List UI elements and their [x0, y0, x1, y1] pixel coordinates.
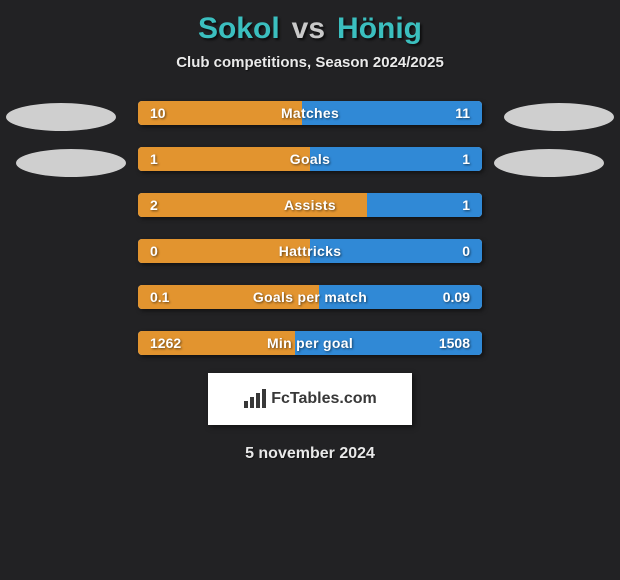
vs-label: vs — [292, 12, 325, 46]
brand-badge: FcTables.com — [208, 373, 412, 425]
player-right-name: Hönig — [337, 12, 422, 46]
player-left-name: Sokol — [198, 12, 280, 46]
decor-ellipse — [16, 149, 126, 177]
subtitle: Club competitions, Season 2024/2025 — [176, 54, 444, 71]
bar-label: Matches — [138, 101, 482, 125]
infographic-container: Sokol vs Hönig Club competitions, Season… — [0, 0, 620, 463]
bar-label: Hattricks — [138, 239, 482, 263]
decor-ellipse — [494, 149, 604, 177]
brand-text: FcTables.com — [271, 390, 377, 408]
stat-bar: 1011Matches — [138, 101, 482, 125]
stat-bar: 00Hattricks — [138, 239, 482, 263]
bar-label: Assists — [138, 193, 482, 217]
decor-ellipse — [6, 103, 116, 131]
stat-zone: 1011Matches 11Goals 21Assists 00Hattricks 0.… — [0, 101, 620, 355]
title-row: Sokol vs Hönig — [198, 12, 422, 46]
bar-label: Goals — [138, 147, 482, 171]
bar-label: Goals per match — [138, 285, 482, 309]
decor-ellipse — [504, 103, 614, 131]
stat-bar: 21Assists — [138, 193, 482, 217]
bar-label: Min per goal — [138, 331, 482, 355]
stat-bar: 12621508Min per goal — [138, 331, 482, 355]
footer-date: 5 november 2024 — [245, 445, 375, 463]
stat-bar: 11Goals — [138, 147, 482, 171]
stat-bar: 0.10.09Goals per match — [138, 285, 482, 309]
brand-chart-icon — [243, 389, 267, 409]
